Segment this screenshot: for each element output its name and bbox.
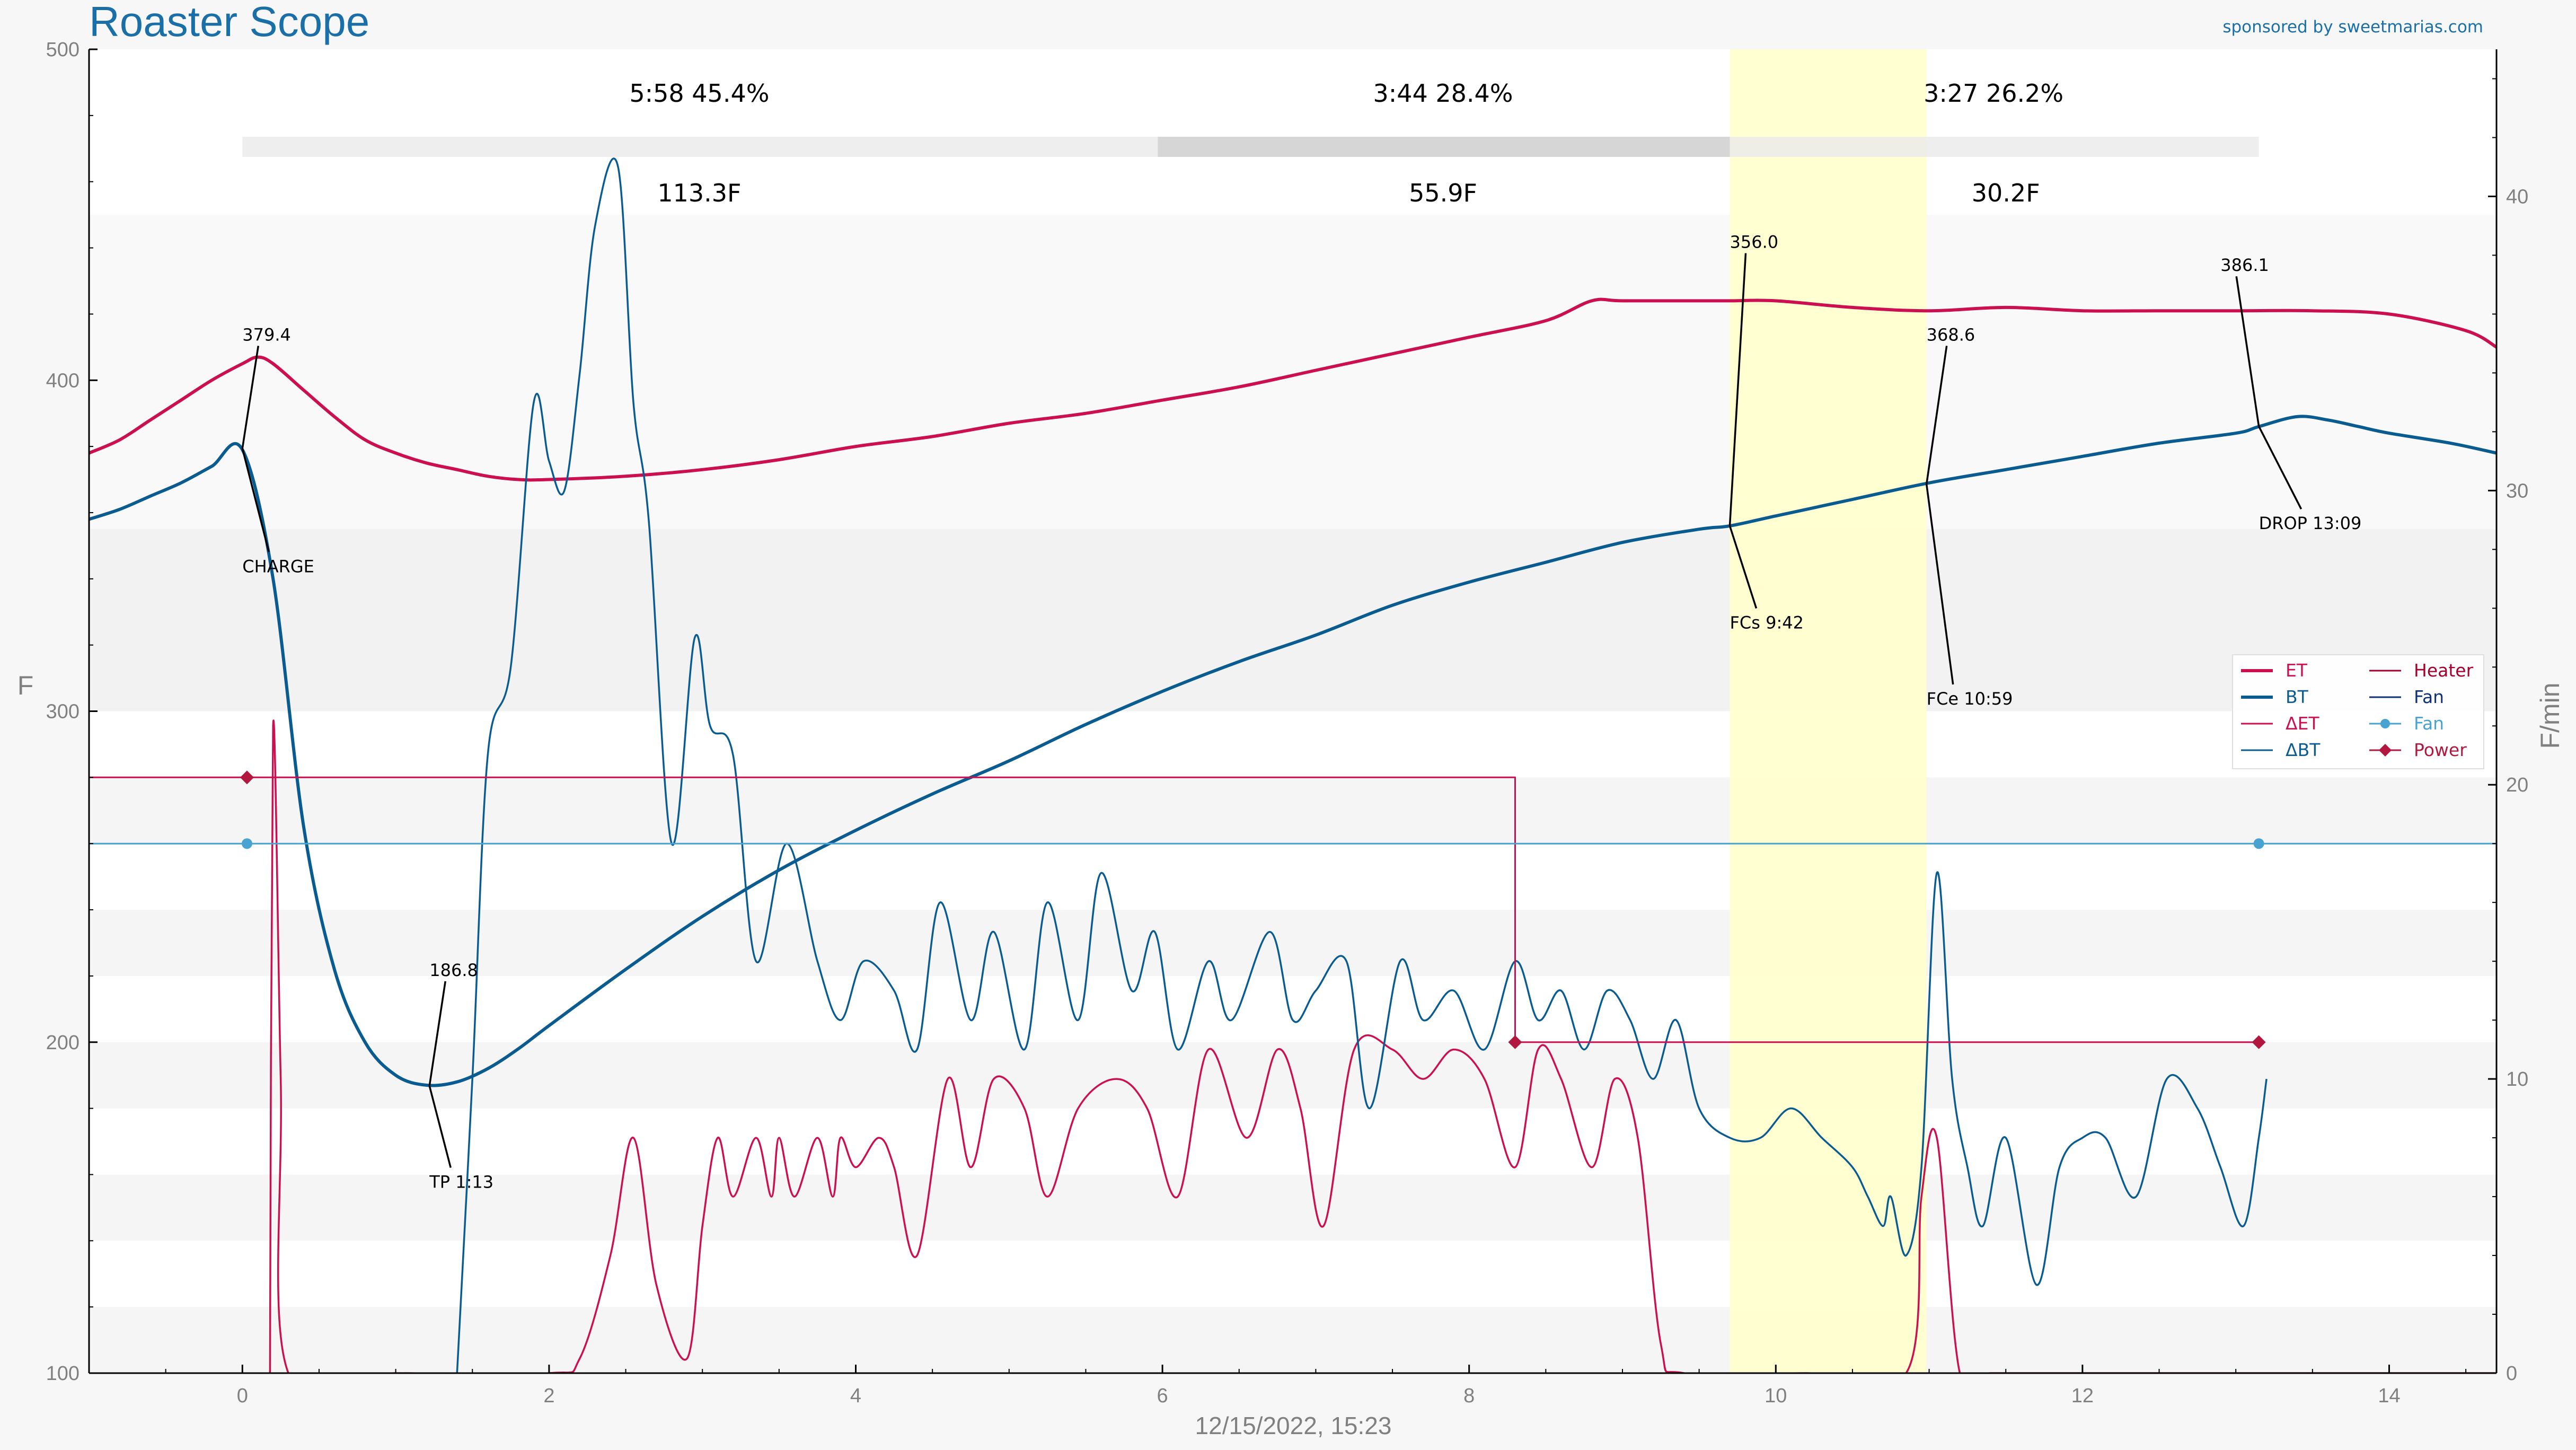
legend-item-1[interactable]: ET — [2286, 660, 2308, 681]
background-band — [89, 976, 2496, 1042]
phase-development-label: 3:27 26.2% — [1924, 79, 2063, 108]
event-value: 356.0 — [1730, 232, 1779, 252]
y-tick-label-right: 0 — [2506, 1363, 2517, 1385]
first-crack-band — [1730, 49, 1927, 1373]
event-label: CHARGE — [242, 556, 314, 576]
event-leader — [428, 1085, 452, 1168]
y-tick-label-left: 500 — [46, 39, 80, 61]
x-tick-label: 2 — [543, 1385, 554, 1407]
event-leader — [1925, 346, 1948, 485]
series-line-delta-bt — [456, 157, 2268, 1373]
series-line-heater — [89, 776, 2259, 1043]
y-tick-label-right: 10 — [2506, 1068, 2528, 1091]
phase-maillard-label: 3:44 28.4% — [1373, 79, 1513, 108]
x-axis-label: 12/15/2022, 15:23 — [1195, 1412, 1392, 1439]
legend-swatch-marker — [2380, 719, 2390, 728]
phase-bar-maillard — [1158, 137, 1730, 157]
background-band — [89, 49, 2496, 215]
series-lines — [89, 157, 2496, 1373]
background-band — [89, 910, 2496, 976]
x-tick-label: 10 — [1765, 1385, 1787, 1407]
series-markers — [240, 770, 2266, 1049]
phase-development-rise: 30.2F — [1972, 179, 2040, 207]
legend-item-4[interactable]: ΔBT — [2286, 740, 2321, 760]
plot-background — [89, 49, 2496, 1373]
x-tick-label: 8 — [1463, 1385, 1475, 1407]
x-tick-label: 14 — [2378, 1385, 2400, 1407]
x-tick-label: 6 — [1157, 1385, 1168, 1407]
event-label: FCe 10:59 — [1927, 689, 2013, 709]
event-value: 368.6 — [1927, 324, 1975, 345]
background-band — [89, 777, 2496, 844]
y-axis-label-right: F/min — [2535, 683, 2565, 749]
power-marker — [240, 770, 254, 785]
event-value: 386.1 — [2220, 255, 2269, 275]
series-line-et — [89, 297, 2496, 482]
legend[interactable]: ET BT ΔET ΔBT Heater Fan Fan Power — [2232, 654, 2484, 769]
power-marker — [2252, 1035, 2266, 1049]
event-leader — [2235, 276, 2260, 427]
phase-maillard-rise: 55.9F — [1409, 179, 1477, 207]
y-tick-label-left: 300 — [46, 701, 80, 723]
event-leader — [1728, 253, 1747, 526]
event-leader — [241, 448, 270, 552]
x-tick-label: 0 — [237, 1385, 248, 1407]
x-tick-label: 4 — [850, 1385, 861, 1407]
phase-bar: 5:58 45.4% 3:44 28.4% 3:27 26.2% 113.3F 55.9… — [242, 79, 2259, 207]
fc-band-rect — [1730, 49, 1927, 1373]
app-title: Roaster Scope — [89, 0, 369, 45]
series-line-delta-et — [269, 719, 2496, 1373]
background-band — [89, 1307, 2496, 1373]
legend-item-5[interactable]: Heater — [2414, 660, 2474, 681]
event-leader — [2258, 426, 2302, 509]
y-tick-label-left: 400 — [46, 370, 80, 392]
background-band — [89, 1241, 2496, 1307]
event-leader — [428, 981, 446, 1086]
sponsor-link[interactable]: sponsored by sweetmarias.com — [2222, 17, 2483, 37]
legend-item-6[interactable]: Fan — [2414, 687, 2444, 707]
power-marker — [1508, 1035, 1522, 1049]
fan-marker — [2253, 838, 2264, 849]
y-tick-label-left: 200 — [46, 1032, 80, 1054]
legend-item-8[interactable]: Power — [2414, 740, 2467, 760]
event-label: TP 1:13 — [429, 1172, 493, 1192]
background-band — [89, 1174, 2496, 1241]
legend-item-2[interactable]: BT — [2286, 687, 2309, 707]
event-label: FCs 9:42 — [1730, 612, 1804, 632]
y-axis-label-left: F — [17, 671, 34, 700]
phase-dry-rise: 113.3F — [657, 179, 741, 207]
event-label: DROP 13:09 — [2259, 513, 2362, 533]
event-annotations: 379.4 CHARGE 186.8 TP 1:13 356.0 FCs 9:42 368.… — [241, 232, 2362, 1192]
event-leader — [1925, 484, 1954, 685]
y-tick-label-right: 20 — [2506, 774, 2528, 796]
legend-item-3[interactable]: ΔET — [2286, 713, 2319, 734]
legend-item-7[interactable]: Fan — [2414, 713, 2444, 734]
y-tick-label-left: 100 — [46, 1363, 80, 1385]
event-leader — [241, 346, 260, 449]
background-band — [89, 529, 2496, 711]
background-band — [89, 215, 2496, 530]
legend-swatch-marker — [2379, 744, 2392, 757]
phase-dry-label: 5:58 45.4% — [629, 79, 769, 108]
background-band — [89, 843, 2496, 910]
series-line-bt — [89, 415, 2496, 1087]
event-value: 379.4 — [242, 324, 291, 345]
background-band — [89, 1108, 2496, 1175]
event-value: 186.8 — [429, 960, 478, 980]
event-leader — [1728, 525, 1758, 609]
y-tick-label-right: 40 — [2506, 186, 2528, 208]
background-band — [89, 711, 2496, 778]
legend-box — [2232, 654, 2484, 769]
fan-marker — [241, 838, 252, 849]
y-tick-label-right: 30 — [2506, 480, 2528, 502]
x-tick-label: 12 — [2071, 1385, 2094, 1407]
